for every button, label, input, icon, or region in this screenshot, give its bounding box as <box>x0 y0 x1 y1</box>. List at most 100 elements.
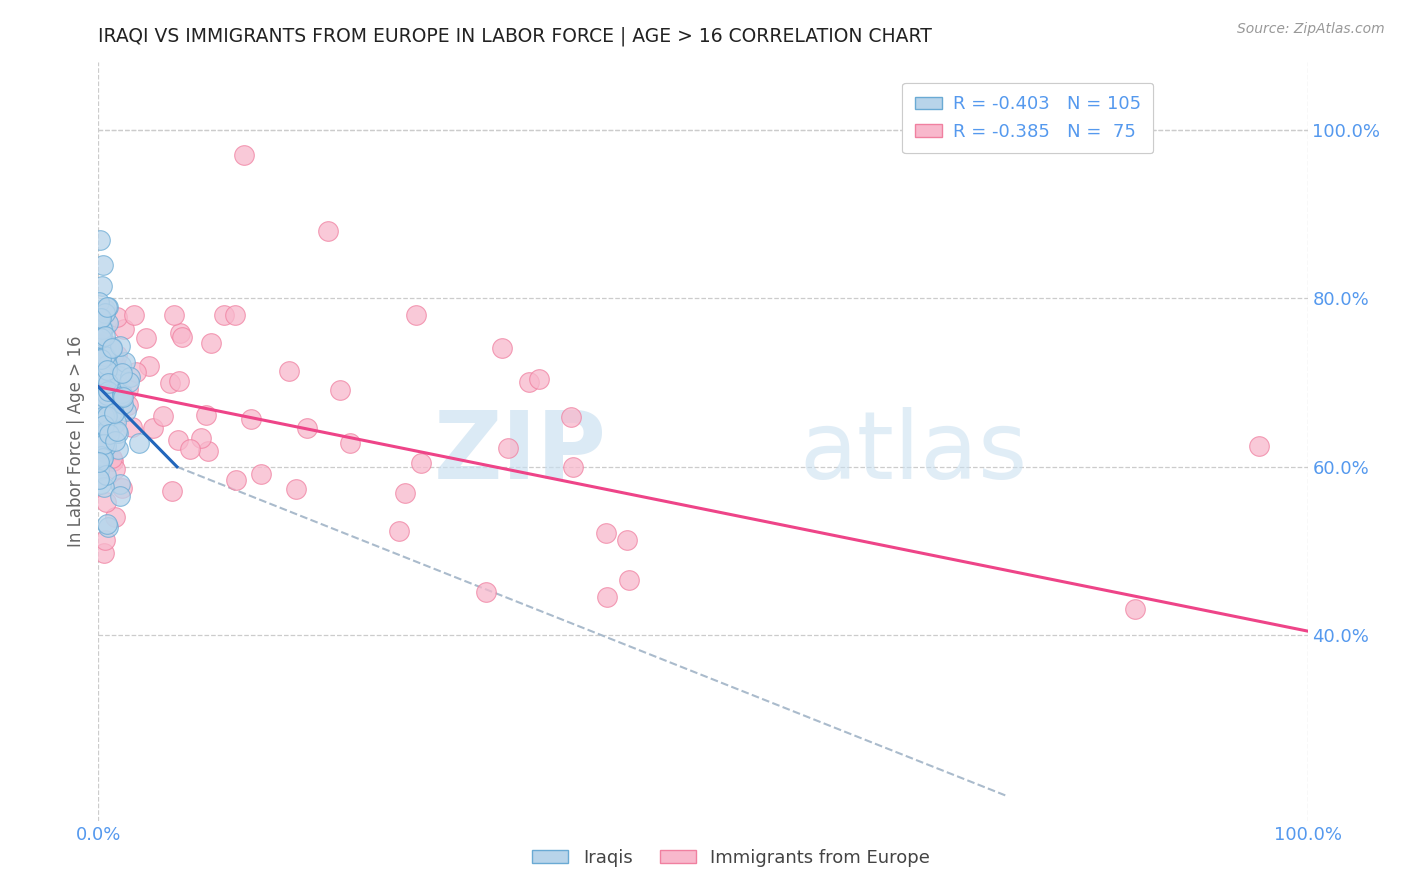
Point <box>96 359 118 373</box>
Point <box>89 379 111 393</box>
Point <box>90 356 112 370</box>
Point <box>111 397 134 411</box>
Point <box>101 399 124 413</box>
Point <box>93 335 115 350</box>
Point <box>278 364 301 378</box>
Point <box>97 316 120 330</box>
Point <box>190 431 212 445</box>
Point <box>297 421 319 435</box>
Point <box>160 484 183 499</box>
Point <box>100 341 122 355</box>
Point <box>87 409 110 423</box>
Y-axis label: In Labor Force | Age > 16: In Labor Force | Age > 16 <box>66 335 84 548</box>
Point <box>93 336 115 351</box>
Point <box>96 388 118 402</box>
Point <box>117 382 139 396</box>
Point <box>94 422 117 436</box>
Point <box>93 349 115 363</box>
Point <box>91 453 114 467</box>
Point <box>89 434 111 449</box>
Point <box>329 383 352 397</box>
Point <box>90 278 112 293</box>
Point <box>93 321 115 335</box>
Point <box>104 434 127 448</box>
Point <box>108 476 131 491</box>
Point <box>96 300 118 314</box>
Point <box>90 435 112 450</box>
Point <box>87 336 110 351</box>
Point <box>225 473 247 487</box>
Point <box>90 395 112 409</box>
Point <box>616 533 638 548</box>
Point <box>94 533 117 547</box>
Point <box>498 441 520 455</box>
Point <box>96 409 118 424</box>
Point <box>120 370 142 384</box>
Point <box>89 311 111 326</box>
Point <box>596 590 619 604</box>
Text: IRAQI VS IMMIGRANTS FROM EUROPE IN LABOR FORCE | AGE > 16 CORRELATION CHART: IRAQI VS IMMIGRANTS FROM EUROPE IN LABOR… <box>98 27 932 46</box>
Point <box>91 371 114 385</box>
Point <box>90 328 112 343</box>
Legend: R = -0.403   N = 105, R = -0.385   N =  75: R = -0.403 N = 105, R = -0.385 N = 75 <box>903 83 1153 153</box>
Point <box>96 439 118 453</box>
Point <box>103 406 125 420</box>
Point <box>101 378 124 392</box>
Point <box>96 424 118 438</box>
Point <box>96 516 118 531</box>
Point <box>240 412 263 426</box>
Point <box>104 462 127 476</box>
Point <box>115 404 138 418</box>
Point <box>103 454 125 468</box>
Point <box>90 343 112 358</box>
Point <box>87 451 110 466</box>
Point <box>89 351 111 366</box>
Point <box>94 495 117 509</box>
Point <box>96 467 118 482</box>
Legend: Iraqis, Immigrants from Europe: Iraqis, Immigrants from Europe <box>524 842 938 874</box>
Point <box>125 365 148 379</box>
Point <box>212 308 235 322</box>
Point <box>249 467 271 482</box>
Point <box>169 326 191 341</box>
Point <box>224 308 246 322</box>
Point <box>101 349 124 363</box>
Point <box>104 370 127 384</box>
Point <box>138 359 160 373</box>
Point <box>90 449 112 463</box>
Point <box>90 477 112 491</box>
Point <box>94 401 117 415</box>
Point <box>93 409 115 424</box>
Point <box>91 322 114 336</box>
Point <box>97 384 120 398</box>
Point <box>409 456 432 470</box>
Point <box>179 442 201 456</box>
Point <box>93 358 115 372</box>
Point <box>93 417 115 432</box>
Point <box>96 341 118 355</box>
Point <box>90 450 112 464</box>
Point <box>87 463 110 477</box>
Point <box>87 295 110 310</box>
Point <box>93 308 115 322</box>
Point <box>167 433 190 447</box>
Point <box>93 388 115 402</box>
Text: ZIP: ZIP <box>433 407 606 499</box>
Point <box>101 418 124 433</box>
Point <box>104 376 127 391</box>
Point <box>93 480 115 494</box>
Point <box>97 383 120 397</box>
Point <box>93 433 115 447</box>
Point <box>97 520 120 534</box>
Point <box>117 398 139 412</box>
Point <box>195 408 218 422</box>
Point <box>98 417 121 431</box>
Point <box>89 233 111 247</box>
Point <box>105 348 128 362</box>
Point <box>93 373 115 387</box>
Point <box>101 340 124 354</box>
Point <box>560 410 582 425</box>
Point <box>104 356 127 370</box>
Point <box>388 524 411 538</box>
Point <box>394 485 416 500</box>
